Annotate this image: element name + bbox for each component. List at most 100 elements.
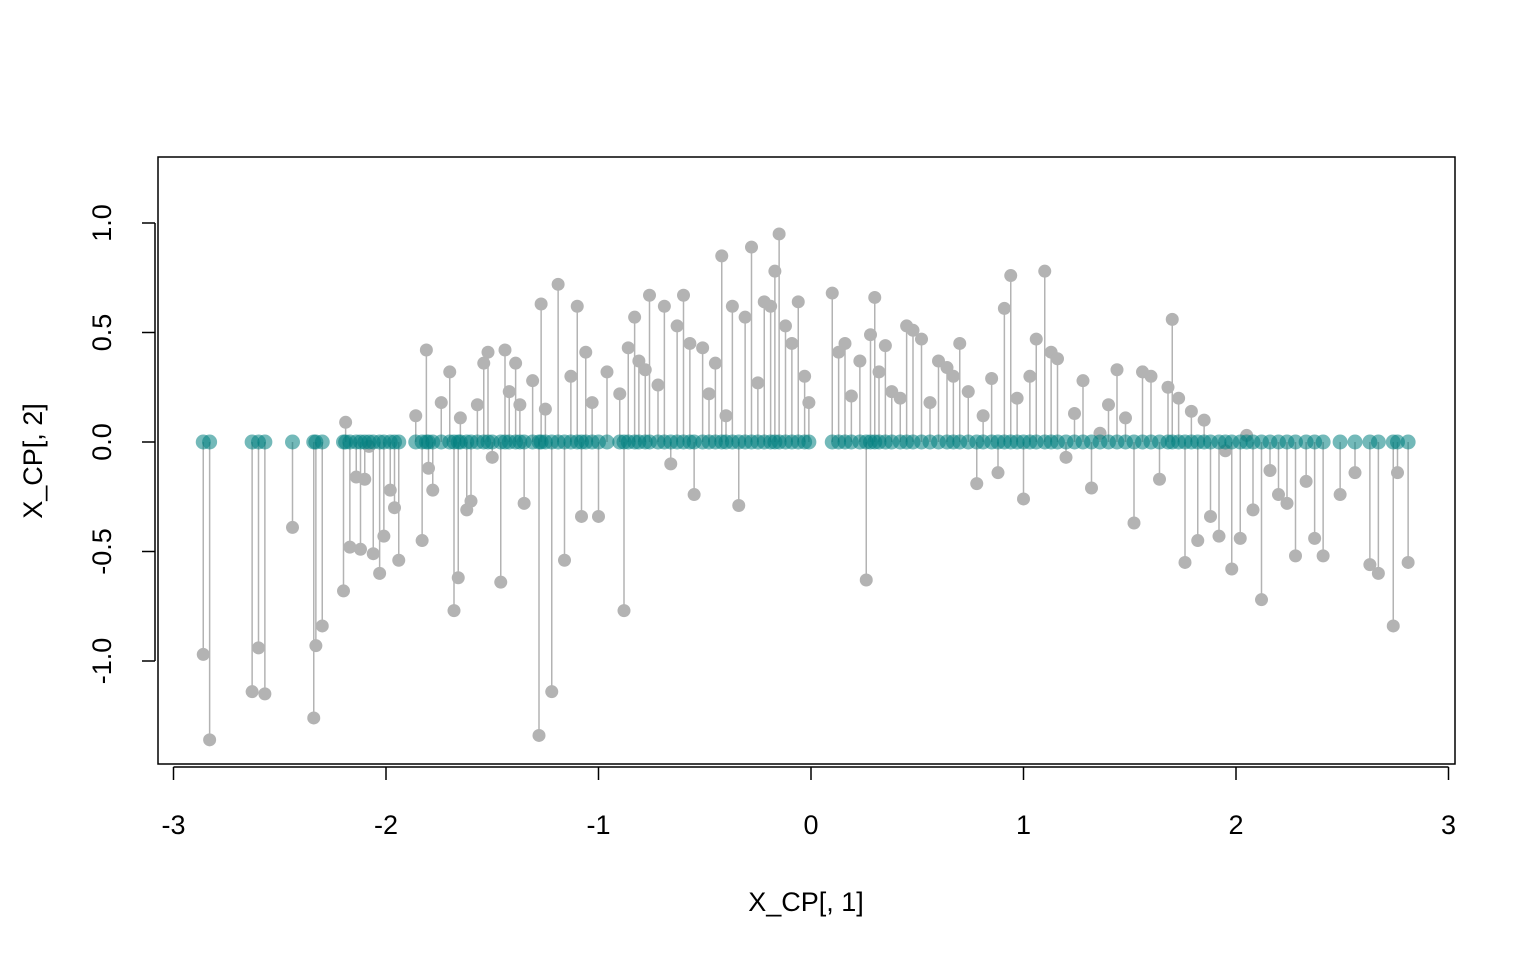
original-point [203, 733, 217, 747]
original-point [1225, 562, 1239, 576]
original-point [502, 385, 516, 399]
original-point [564, 369, 578, 383]
original-point [1289, 549, 1302, 563]
original-point [976, 409, 990, 423]
projected-point [202, 434, 218, 450]
y-axis-title: X_CP[, 2] [18, 403, 48, 519]
original-point [1059, 450, 1073, 464]
original-point [1246, 503, 1260, 517]
original-point [1233, 531, 1247, 545]
original-point [579, 345, 593, 359]
original-point [1212, 529, 1226, 543]
original-point [725, 299, 739, 313]
original-point [443, 365, 457, 379]
original-point [481, 345, 495, 359]
original-point [485, 450, 499, 464]
original-point [864, 328, 877, 342]
x-tick-label: 3 [1441, 810, 1456, 840]
original-point [494, 575, 508, 589]
x-axis: -3 -2 -1 0 1 2 3 [161, 766, 1456, 840]
original-point [768, 264, 782, 278]
original-point [732, 499, 746, 513]
original-point [1004, 269, 1018, 283]
original-point [498, 343, 512, 357]
original-point [1280, 496, 1294, 510]
original-point [422, 461, 435, 475]
projection-lines [202, 233, 1409, 740]
original-point [621, 341, 635, 355]
original-point [844, 389, 858, 403]
original-point [1068, 407, 1081, 421]
projected-point [285, 434, 300, 450]
original-point [1348, 466, 1362, 480]
original-point [307, 711, 321, 725]
projected-points [195, 434, 1416, 450]
original-point [419, 343, 433, 357]
original-point [1153, 472, 1166, 486]
original-point [477, 356, 491, 370]
original-point [859, 573, 873, 587]
original-point [513, 398, 527, 412]
original-point [997, 301, 1011, 315]
original-point [764, 299, 778, 313]
original-point [872, 365, 886, 379]
original-point [802, 396, 816, 410]
projected-point [801, 434, 817, 450]
original-point [358, 472, 372, 486]
original-point [1161, 380, 1175, 394]
x-tick-label: -3 [161, 810, 185, 840]
original-point [1333, 488, 1347, 502]
original-point [946, 369, 960, 383]
original-point [772, 227, 786, 241]
projected-point [1400, 434, 1416, 450]
projected-point [1390, 434, 1405, 450]
x-tick-label: 1 [1016, 810, 1031, 840]
original-point [600, 365, 614, 379]
original-point [509, 356, 523, 370]
original-point [1178, 555, 1192, 569]
original-point [286, 520, 299, 534]
original-point [751, 376, 765, 390]
original-point [1204, 509, 1217, 523]
original-point [687, 488, 701, 502]
original-point [991, 466, 1005, 480]
original-point [1299, 474, 1313, 488]
original-point [1386, 619, 1400, 633]
original-point [677, 288, 690, 302]
original-point [785, 336, 799, 350]
original-point [343, 540, 357, 554]
original-point [1263, 463, 1277, 477]
original-point [415, 534, 429, 548]
original-point [719, 409, 733, 423]
original-point [708, 356, 722, 370]
x-axis-title: X_CP[, 1] [748, 887, 864, 917]
original-point [798, 369, 812, 383]
y-axis: -1.0 -0.5 0.0 0.5 1.0 [87, 204, 156, 685]
original-point [893, 391, 907, 405]
original-point [373, 566, 387, 580]
original-point [538, 402, 552, 416]
original-point [258, 687, 272, 701]
original-point [1038, 264, 1052, 278]
original-point [1191, 534, 1205, 548]
original-point [534, 297, 548, 311]
original-point [245, 685, 259, 699]
original-point [1308, 531, 1322, 545]
original-point [545, 685, 559, 699]
y-tick-label: -1.0 [87, 638, 117, 685]
original-point [745, 240, 758, 254]
original-point [1076, 374, 1090, 388]
original-point [923, 396, 937, 410]
plot-frame [157, 156, 1456, 765]
original-point [643, 288, 656, 302]
original-point [868, 290, 882, 304]
original-point [791, 295, 805, 309]
x-tick-label: 0 [803, 810, 818, 840]
projected-point [257, 434, 273, 450]
original-point [409, 409, 423, 423]
original-point [683, 336, 697, 350]
original-point [1197, 413, 1211, 427]
original-point [447, 604, 461, 618]
projected-point [599, 434, 615, 450]
original-point [715, 249, 729, 263]
